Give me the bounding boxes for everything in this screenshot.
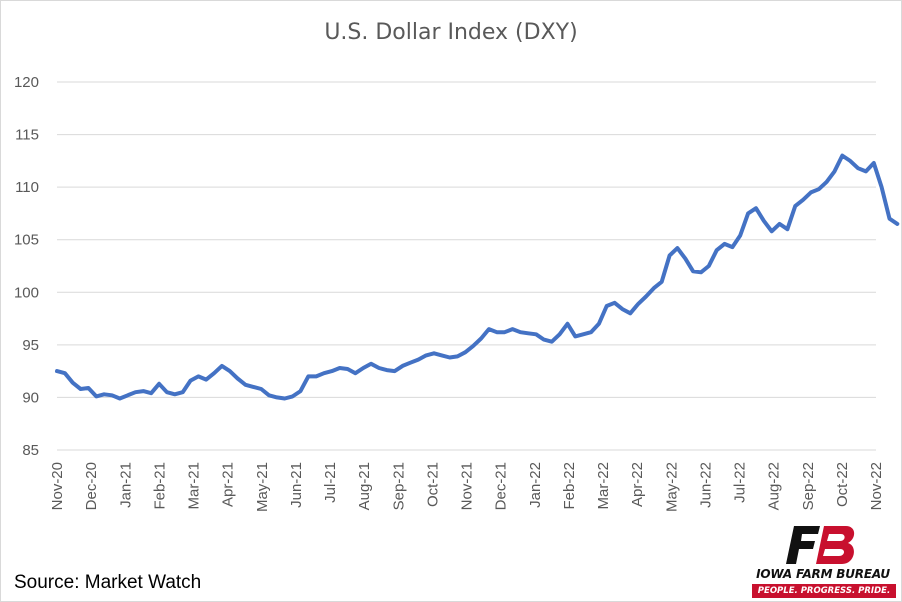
x-tick-label: Jul-22	[732, 462, 749, 503]
x-tick-label: Apr-22	[629, 462, 646, 507]
y-tick-label: 120	[14, 74, 39, 91]
x-tick-label: Aug-21	[356, 462, 373, 510]
iowa-farm-bureau-logo: IOWA FARM BUREAU PEOPLE. PROGRESS. PRIDE…	[748, 524, 898, 600]
y-tick-label: 105	[14, 232, 39, 249]
x-tick-label: Apr-21	[220, 462, 237, 507]
y-axis-tick-labels: 85 90 95 100 105 110 115 120	[14, 74, 39, 459]
x-tick-label: Oct-22	[834, 462, 851, 507]
x-tick-label: Jul-21	[322, 462, 339, 503]
x-tick-label: May-22	[663, 462, 680, 512]
x-tick-label: Nov-22	[868, 462, 885, 510]
x-tick-label: Oct-21	[424, 462, 441, 507]
chart-title: U.S. Dollar Index (DXY)	[324, 20, 578, 45]
x-tick-label: Jan-22	[527, 462, 544, 508]
x-tick-label: Nov-21	[459, 462, 476, 510]
x-tick-label: Mar-22	[595, 462, 612, 510]
farm-bureau-logo-icon	[786, 526, 855, 564]
y-tick-label: 115	[15, 127, 39, 144]
gridlines	[57, 81, 876, 451]
x-tick-label: Jun-22	[697, 462, 714, 508]
x-tick-label: May-21	[254, 462, 271, 512]
x-tick-label: Mar-21	[186, 462, 203, 510]
x-tick-label: Jun-21	[288, 462, 305, 508]
logo-name: IOWA FARM BUREAU	[756, 567, 890, 581]
x-axis-tick-labels: Nov-20 Dec-20 Jan-21 Feb-21 Mar-21 Apr-21 May-…	[49, 462, 885, 512]
x-tick-label: Feb-21	[151, 462, 168, 510]
x-tick-label: Nov-20	[49, 462, 66, 510]
logo-tagline: PEOPLE. PROGRESS. PRIDE.	[752, 584, 896, 598]
x-tick-label: Aug-22	[766, 462, 783, 510]
y-tick-label: 85	[22, 442, 39, 459]
series-line-dxy	[55, 153, 900, 401]
y-tick-label: 90	[22, 389, 39, 406]
x-tick-label: Dec-21	[493, 462, 510, 510]
y-tick-label: 100	[14, 284, 39, 301]
x-tick-label: Dec-20	[83, 462, 100, 510]
source-note: Source: Market Watch	[14, 572, 202, 593]
y-tick-label: 95	[22, 337, 39, 354]
x-tick-label: Jan-21	[117, 462, 134, 508]
x-tick-label: Sep-22	[800, 462, 817, 510]
x-tick-label: Feb-22	[561, 462, 578, 510]
x-tick-label: Sep-21	[390, 462, 407, 510]
y-tick-label: 110	[15, 179, 39, 196]
